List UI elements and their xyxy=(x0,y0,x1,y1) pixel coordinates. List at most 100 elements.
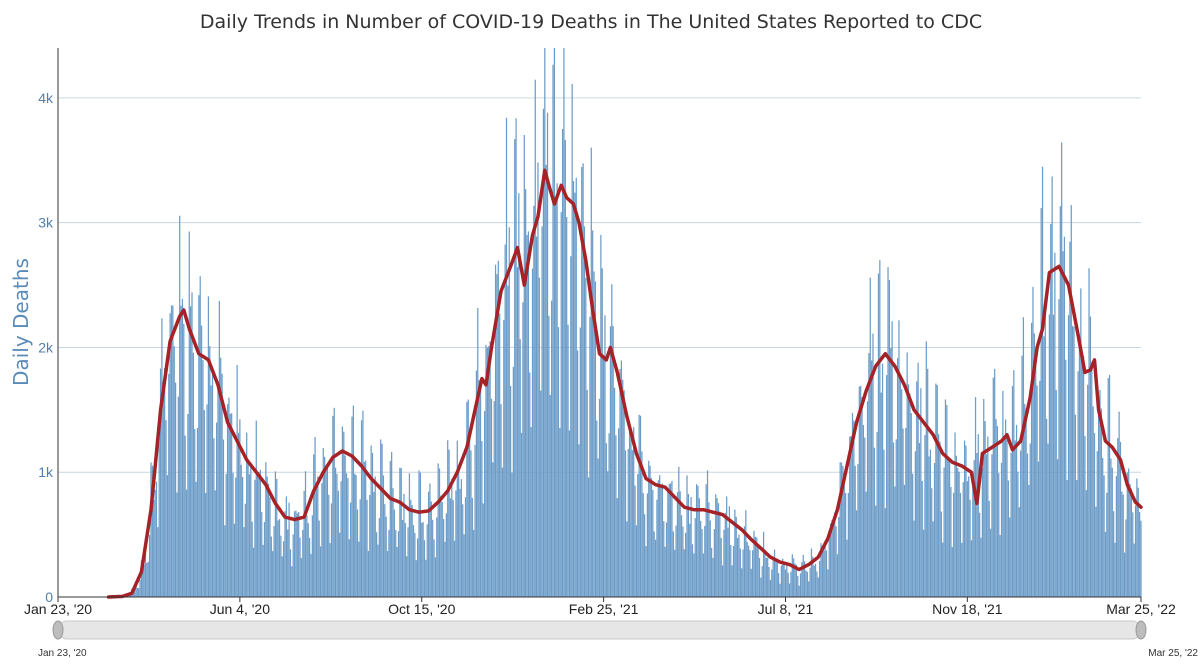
bar-daily-deaths xyxy=(1036,385,1038,597)
bar-daily-deaths xyxy=(616,498,618,597)
bar-daily-deaths xyxy=(262,544,264,597)
bar-daily-deaths xyxy=(682,526,684,597)
bar-daily-deaths xyxy=(162,381,164,597)
bar-daily-deaths xyxy=(564,140,566,597)
bar-daily-deaths xyxy=(382,475,385,597)
bar-daily-deaths xyxy=(199,276,201,597)
bar-daily-deaths xyxy=(195,481,197,597)
bar-daily-deaths xyxy=(247,459,249,597)
bar-daily-deaths xyxy=(385,516,387,597)
bar-daily-deaths xyxy=(741,568,743,597)
bar-daily-deaths xyxy=(466,401,468,597)
bar-daily-deaths xyxy=(1091,361,1093,597)
bar-daily-deaths xyxy=(727,527,729,597)
bar-daily-deaths xyxy=(674,549,676,597)
bar-daily-deaths xyxy=(1115,476,1117,597)
bar-daily-deaths xyxy=(501,467,504,597)
bar-daily-deaths xyxy=(468,440,471,597)
bar-daily-deaths xyxy=(948,458,951,597)
bar-daily-deaths xyxy=(1110,458,1112,597)
bar-daily-deaths xyxy=(922,529,925,597)
bar-daily-deaths xyxy=(339,532,341,597)
bar-daily-deaths xyxy=(473,529,475,597)
bar-daily-deaths xyxy=(847,493,849,597)
bar-daily-deaths xyxy=(252,547,255,597)
bar-daily-deaths xyxy=(229,413,231,597)
bar-daily-deaths xyxy=(228,397,230,597)
bar-daily-deaths xyxy=(623,390,625,597)
bar-daily-deaths xyxy=(968,476,970,597)
bar-daily-deaths xyxy=(927,368,929,597)
bar-daily-deaths xyxy=(438,468,441,597)
bar-daily-deaths xyxy=(1129,484,1131,597)
bar-daily-deaths xyxy=(864,437,866,597)
bar-daily-deaths xyxy=(433,539,435,597)
bar-daily-deaths xyxy=(551,300,553,597)
bar-daily-deaths xyxy=(738,534,740,597)
bar-daily-deaths xyxy=(244,503,246,597)
bar-daily-deaths xyxy=(708,502,710,597)
bar-daily-deaths xyxy=(203,410,205,597)
bar-daily-deaths xyxy=(963,440,966,597)
bar-daily-deaths xyxy=(328,494,330,597)
bar-daily-deaths xyxy=(251,521,253,597)
range-navigator[interactable] xyxy=(52,620,1147,640)
bar-daily-deaths xyxy=(351,416,353,597)
bar-daily-deaths xyxy=(365,460,367,597)
bar-daily-deaths xyxy=(269,497,271,597)
bar-daily-deaths xyxy=(243,527,245,597)
bar-daily-deaths xyxy=(866,401,869,597)
bar-daily-deaths xyxy=(798,585,800,597)
navigator-left-handle[interactable] xyxy=(52,620,64,640)
bar-daily-deaths xyxy=(421,522,423,597)
bar-daily-deaths xyxy=(1061,142,1063,597)
bar-daily-deaths xyxy=(300,558,303,597)
navigator-track[interactable] xyxy=(57,620,1142,640)
bar-daily-deaths xyxy=(913,520,915,597)
bar-daily-deaths xyxy=(577,350,579,597)
bar-daily-deaths xyxy=(895,439,897,597)
bar-daily-deaths xyxy=(783,561,785,597)
bar-daily-deaths xyxy=(218,300,220,597)
bar-daily-deaths xyxy=(810,548,813,597)
bar-daily-deaths xyxy=(566,217,568,597)
bar-daily-deaths xyxy=(200,325,203,597)
bar-daily-deaths xyxy=(1006,435,1008,597)
bar-daily-deaths xyxy=(653,531,655,597)
bar-daily-deaths xyxy=(1009,517,1011,597)
bar-daily-deaths xyxy=(514,139,516,598)
bar-daily-deaths xyxy=(1032,286,1034,597)
bar-daily-deaths xyxy=(689,523,691,597)
bar-daily-deaths xyxy=(455,490,457,597)
bar-daily-deaths xyxy=(1125,519,1127,597)
bar-daily-deaths xyxy=(832,520,834,597)
bar-daily-deaths xyxy=(896,358,899,597)
bar-daily-deaths xyxy=(888,280,891,597)
bar-daily-deaths xyxy=(932,521,934,597)
bar-daily-deaths xyxy=(575,177,577,597)
bar-daily-deaths xyxy=(326,466,328,597)
bar-daily-deaths xyxy=(743,526,746,597)
bar-daily-deaths xyxy=(1029,443,1031,597)
bar-daily-deaths xyxy=(850,436,852,597)
bar-daily-deaths xyxy=(321,483,323,597)
navigator-right-handle[interactable] xyxy=(1135,620,1147,640)
bar-daily-deaths xyxy=(266,476,268,597)
bar-daily-deaths xyxy=(627,448,629,597)
bar-daily-deaths xyxy=(139,579,141,597)
bar-daily-deaths xyxy=(585,278,587,597)
bar-daily-deaths xyxy=(589,316,591,597)
bar-daily-deaths xyxy=(765,557,767,597)
bar-daily-deaths xyxy=(868,353,870,597)
bar-daily-deaths xyxy=(925,341,927,597)
bar-daily-deaths xyxy=(631,450,633,597)
bar-daily-deaths xyxy=(1048,314,1050,597)
bar-daily-deaths xyxy=(464,497,467,597)
bar-daily-deaths xyxy=(834,512,836,597)
bar-daily-deaths xyxy=(412,525,415,597)
bar-daily-deaths xyxy=(756,537,758,597)
bar-daily-deaths xyxy=(989,528,992,597)
bar-daily-deaths xyxy=(533,205,535,597)
bar-daily-deaths xyxy=(400,468,402,597)
bar-daily-deaths xyxy=(820,543,822,597)
